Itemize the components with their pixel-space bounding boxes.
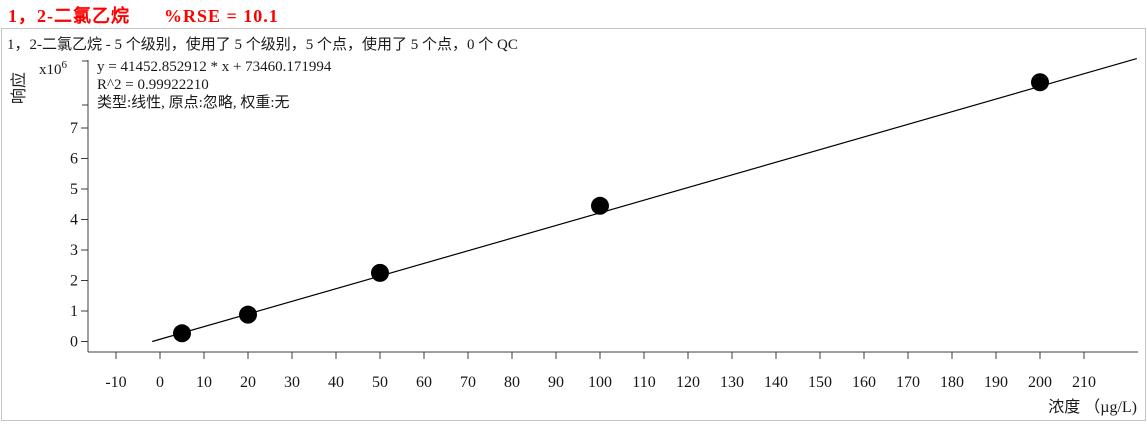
data-point[interactable]	[239, 305, 257, 324]
multiplier-base: x10	[39, 62, 62, 78]
data-point[interactable]	[591, 196, 609, 215]
chart-panel: 1，2-二氯乙烷 - 5 个级别，使用了 5 个级别，5 个点，使用了 5 个点…	[1, 28, 1146, 421]
r-squared-line: R^2 = 0.99922210	[97, 77, 209, 93]
y-axis-title: 响应	[11, 71, 28, 104]
compound-name: 1，2-二氯乙烷	[8, 6, 130, 26]
data-point[interactable]	[173, 324, 191, 343]
x-axis-title: 浓度 （µg/L)	[1048, 399, 1137, 416]
rse-value: %RSE = 10.1	[164, 6, 279, 26]
multiplier-exponent: 6	[61, 59, 68, 71]
y-axis-multiplier: x106	[39, 59, 67, 79]
data-point[interactable]	[371, 263, 389, 282]
data-point[interactable]	[1031, 73, 1049, 92]
chart-title: 1，2-二氯乙烷 %RSE = 10.1	[8, 2, 279, 28]
fit-equation-block: y = 41452.852912 * x + 73460.171994 R^2 …	[97, 58, 331, 112]
curve-summary-line: 1，2-二氯乙烷 - 5 个级别，使用了 5 个级别，5 个点，使用了 5 个点…	[7, 37, 518, 53]
fit-settings-line: 类型:线性, 原点:忽略, 权重:无	[97, 95, 290, 111]
fit-equation-line: y = 41452.852912 * x + 73460.171994	[97, 59, 332, 75]
